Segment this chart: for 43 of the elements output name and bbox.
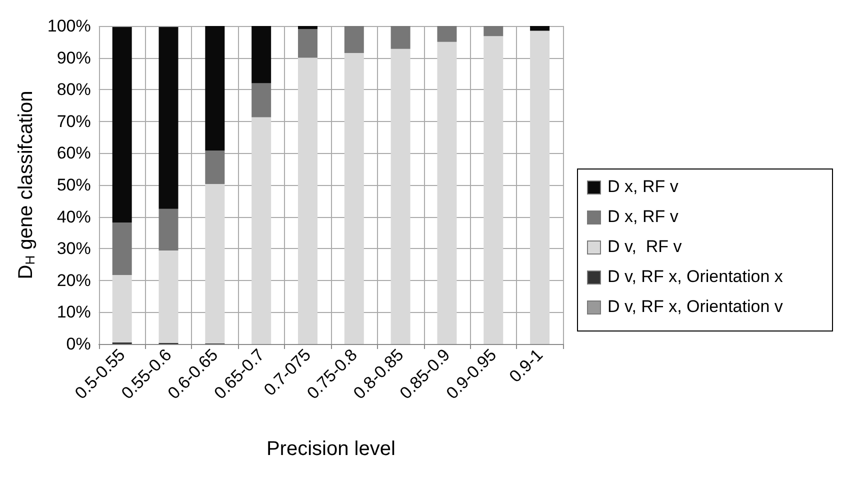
bar [112, 26, 132, 223]
bar [205, 26, 225, 151]
bar [437, 26, 457, 42]
y-tick-label: 20% [56, 270, 91, 290]
bar [158, 208, 178, 251]
bar [530, 30, 550, 344]
y-tick-label: 60% [56, 144, 91, 163]
y-tick-label: 40% [56, 207, 91, 226]
bar [484, 36, 504, 344]
bar [252, 83, 272, 118]
legend-label: D v, RF v [608, 237, 682, 256]
bar [298, 26, 318, 30]
bar [344, 53, 364, 344]
y-tick-label: 0% [66, 334, 91, 354]
y-tick-label: 90% [56, 48, 91, 68]
bar [530, 26, 550, 31]
legend-label: D v, RF x, Orientation x [608, 267, 784, 286]
bar [205, 150, 225, 184]
bar [252, 117, 272, 344]
y-tick-label: 80% [56, 80, 91, 100]
bar [437, 42, 457, 344]
bar [252, 26, 272, 84]
bar [205, 184, 225, 344]
bar [158, 250, 178, 344]
x-axis-title: Precision level [266, 438, 396, 460]
y-tick-label: 100% [47, 16, 91, 36]
bar [344, 26, 364, 54]
bar [112, 274, 132, 342]
bar [298, 58, 318, 344]
bar [298, 29, 318, 58]
bar [112, 222, 132, 275]
y-tick-label: 70% [56, 112, 91, 131]
y-axis-title: DH gene classifcation [15, 90, 38, 280]
y-tick-label: 10% [56, 302, 91, 322]
bar [158, 26, 178, 209]
legend-label: D v, RF x, Orientation v [608, 297, 784, 316]
y-tick-label: 30% [56, 239, 91, 258]
legend-label: D x, RF v [608, 207, 679, 226]
bar [390, 26, 410, 49]
y-tick-label: 50% [56, 176, 91, 194]
bar [484, 26, 504, 36]
bar [390, 48, 410, 344]
legend-label: D x, RF v [608, 177, 679, 196]
